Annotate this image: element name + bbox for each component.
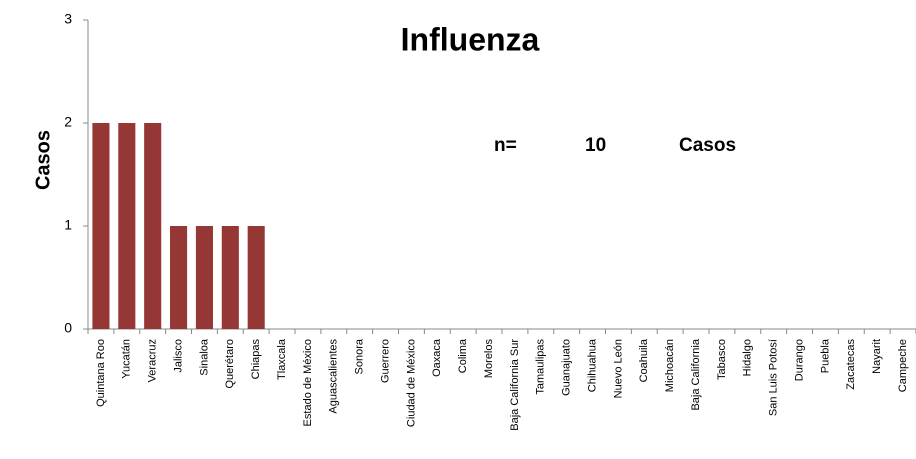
x-tick-label: Quintana Roo [95,339,107,407]
x-tick-label: Guerrero [379,339,391,383]
x-tick-label: Veracruz [147,339,159,382]
x-tick-label: Tlaxcala [276,338,288,380]
bar [92,123,110,329]
annotation-value: 10 [585,135,606,156]
y-tick-label: 0 [64,320,72,336]
x-tick-label: Nuevo León [612,339,624,398]
x-tick-label: Sinaloa [198,338,210,376]
x-tick-label: Zacatecas [845,339,857,390]
x-tick-label: Chihuahua [586,338,598,392]
x-tick-label: Colima [457,338,469,373]
x-tick-label: Chiapas [250,339,262,380]
x-tick-label: Estado de México [302,339,314,426]
x-tick-label: Sonora [354,338,366,374]
y-axis-label: Casos [32,130,54,190]
annotation-label: n= [494,135,517,156]
x-tick-label: Hidalgo [742,339,754,376]
annotation-unit: Casos [679,135,736,156]
bar [247,226,265,329]
x-tick-label: Jalisco [172,339,184,373]
x-tick-label: San Luis Potosí [768,339,780,416]
x-tick-label: Morelos [483,339,495,379]
x-tick-label: Yucatán [121,339,133,379]
y-tick-label: 1 [64,217,72,233]
x-tick-label: Nayarit [871,339,883,374]
y-tick-label: 2 [64,114,72,130]
chart-title: Influenza [401,21,540,57]
x-tick-label: Ciudad de México [405,339,417,427]
x-tick-label: Oaxaca [431,338,443,377]
x-tick-label: Baja California Sur [509,339,521,431]
x-tick-label: Aguascalientes [328,339,340,414]
bar [170,226,188,329]
bar [221,226,239,329]
x-tick-label: Puebla [819,338,831,373]
bar [144,123,162,329]
x-tick-label: Campeche [897,339,909,392]
x-tick-label: Michoacán [664,339,676,392]
y-tick-label: 3 [64,11,72,27]
bar [118,123,136,329]
x-tick-label: Querétaro [224,339,236,389]
x-tick-label: Durango [793,339,805,381]
x-tick-label: Guanajuato [561,339,573,396]
x-tick-label: Tamaulipas [535,339,547,395]
x-tick-label: Coahuila [638,338,650,382]
x-tick-label: Tabasco [716,339,728,380]
x-tick-label: Baja California [690,338,702,410]
bar [195,226,213,329]
